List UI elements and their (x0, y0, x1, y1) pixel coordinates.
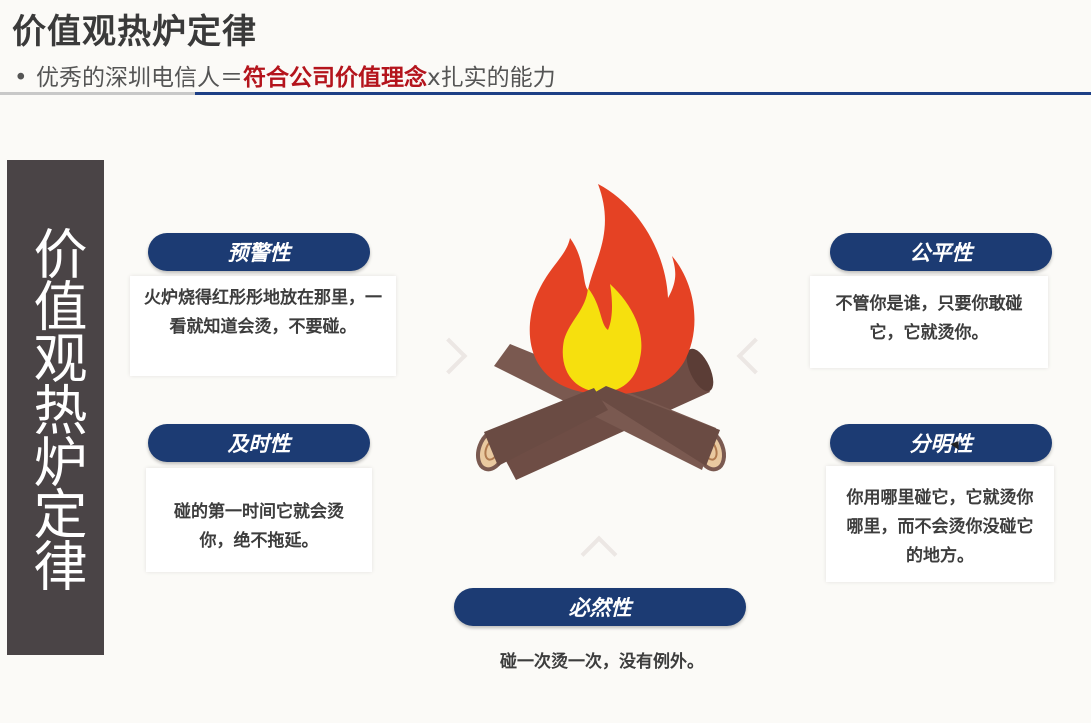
slide-title: 价值观热炉定律 (12, 12, 257, 52)
principle-text-fair: 不管你是谁，只要你敢碰它，它就烫你。 (835, 294, 1023, 343)
campfire-icon (475, 184, 727, 480)
principle-text-distinct: 你用哪里碰它，它就烫你哪里，而不会烫你没碰它的地方。 (846, 488, 1034, 566)
principle-label-fair: 公平性 (909, 241, 973, 265)
principle-pill-distinct: 分明性 (830, 424, 1052, 462)
principle-pill-timely: 及时性 (148, 424, 370, 462)
principle-pill-fair: 公平性 (830, 233, 1052, 271)
subtitle-highlight: 符合公司价值理念 (243, 65, 427, 91)
bullet: • (14, 65, 28, 91)
subtitle-prefix: 优秀的深圳电信人＝ (36, 65, 243, 91)
principle-card-distinct: 你用哪里碰它，它就烫你哪里，而不会烫你没碰它的地方。 (826, 466, 1054, 582)
subtitle: • 优秀的深圳电信人＝符合公司价值理念x扎实的能力 (14, 58, 556, 92)
side-title-box: 价值观热炉定律 (7, 160, 104, 655)
chevron-right-icon (430, 337, 468, 375)
subtitle-suffix: x扎实的能力 (427, 65, 556, 91)
principle-pill-certain: 必然性 (454, 588, 746, 626)
principle-card-warning: 火炉烧得红彤彤地放在那里，一看就知道会烫，不要碰。 (130, 276, 396, 376)
principle-label-timely: 及时性 (227, 432, 291, 456)
header-divider-grey (0, 92, 195, 95)
principle-label-certain: 必然性 (568, 596, 632, 620)
principle-text-warning: 火炉烧得红彤彤地放在那里，一看就知道会烫，不要碰。 (144, 288, 382, 337)
chevron-up-icon (580, 535, 618, 573)
principle-card-certain: 碰一次烫一次，没有例外。 (446, 620, 758, 702)
principle-text-timely: 碰的第一时间它就会烫你，绝不拖延。 (174, 502, 344, 551)
flame-inner (562, 284, 642, 392)
principle-label-distinct: 分明性 (909, 432, 973, 456)
header-divider-blue (195, 92, 1091, 95)
side-title: 价值观热炉定律 (24, 225, 87, 590)
principle-pill-warning: 预警性 (148, 233, 370, 271)
principle-label-warning: 预警性 (227, 241, 291, 265)
principle-card-timely: 碰的第一时间它就会烫你，绝不拖延。 (146, 468, 372, 572)
principle-card-fair: 不管你是谁，只要你敢碰它，它就烫你。 (810, 276, 1048, 368)
chevron-left-icon (736, 337, 774, 375)
principle-text-certain: 碰一次烫一次，没有例外。 (500, 652, 704, 672)
